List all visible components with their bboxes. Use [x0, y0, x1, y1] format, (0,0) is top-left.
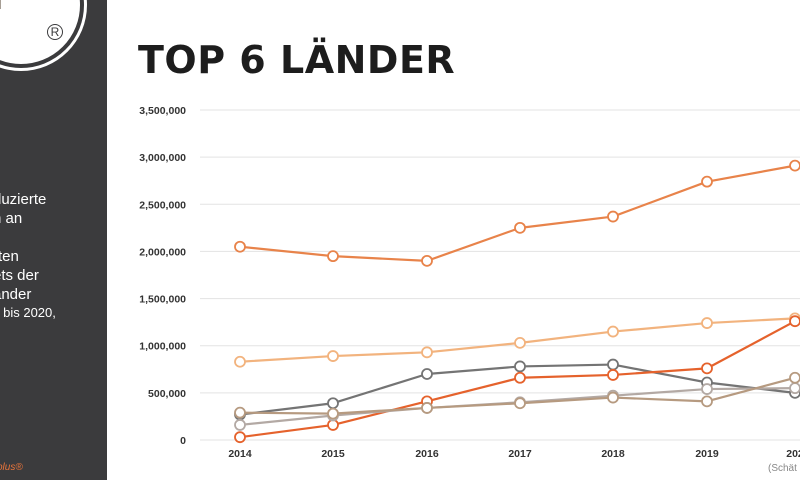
x-tick-label: 2019 — [695, 448, 719, 460]
data-point — [607, 210, 619, 223]
data-point — [421, 402, 433, 414]
data-point — [234, 406, 246, 419]
sidebar-line: rten — [0, 248, 19, 265]
x-tick-label: 2014 — [228, 448, 252, 460]
y-tick-label: 2,000,000 — [139, 246, 186, 258]
data-point — [514, 371, 526, 384]
y-tick-label: 0 — [180, 435, 186, 447]
data-point — [789, 382, 800, 395]
data-point — [701, 362, 713, 375]
sidebar-description: duzierte n an rten ets der änder s bis 2… — [0, 190, 105, 338]
logo-letter: N — [0, 0, 6, 18]
data-point — [607, 358, 619, 371]
data-point — [514, 397, 526, 410]
estimate-note: (Schät — [768, 463, 797, 474]
x-tick-label: 2015 — [321, 448, 345, 460]
data-point — [514, 336, 526, 349]
data-point — [327, 419, 339, 431]
footer-brand: plus® — [0, 462, 23, 473]
sidebar: N lus duzierte n an rten ets der änder s… — [0, 0, 107, 480]
data-point — [234, 431, 246, 444]
data-point — [327, 250, 339, 263]
y-tick-label: 500,000 — [148, 388, 186, 400]
data-point — [234, 240, 246, 253]
sidebar-line: ets der — [0, 267, 39, 284]
registered-mark-icon: R — [47, 24, 63, 40]
y-tick-label: 3,000,000 — [139, 152, 186, 164]
sidebar-line: duzierte — [0, 191, 47, 208]
y-tick-label: 3,500,000 — [139, 105, 186, 117]
data-point — [701, 317, 713, 329]
data-point — [421, 254, 433, 267]
sidebar-small-line: s bis 2020, — [0, 305, 56, 320]
data-point — [421, 368, 433, 380]
y-tick-label: 1,500,000 — [139, 294, 186, 306]
data-point — [607, 369, 619, 381]
x-tick-label: 2018 — [601, 448, 625, 460]
data-point — [421, 346, 433, 359]
data-point — [789, 159, 800, 172]
data-point — [514, 360, 526, 373]
data-point — [607, 391, 619, 404]
data-point — [234, 419, 246, 431]
data-point — [789, 315, 800, 328]
data-point — [234, 355, 246, 368]
data-point — [701, 383, 713, 395]
data-point — [607, 325, 619, 338]
x-tick-label: 2017 — [508, 448, 532, 460]
sidebar-line: änder — [0, 286, 32, 303]
sidebar-line: n an — [0, 210, 23, 227]
data-point — [327, 350, 339, 362]
data-point — [327, 407, 339, 420]
data-point — [701, 175, 713, 188]
data-point — [789, 371, 800, 384]
y-tick-label: 2,500,000 — [139, 199, 186, 211]
y-tick-label: 1,000,000 — [139, 341, 186, 353]
page-title: TOP 6 LÄNDER — [138, 38, 456, 82]
data-point — [327, 397, 339, 410]
data-point — [514, 221, 526, 234]
x-tick-label: 202 — [786, 448, 800, 460]
x-tick-label: 2016 — [415, 448, 439, 460]
data-point — [701, 395, 713, 408]
